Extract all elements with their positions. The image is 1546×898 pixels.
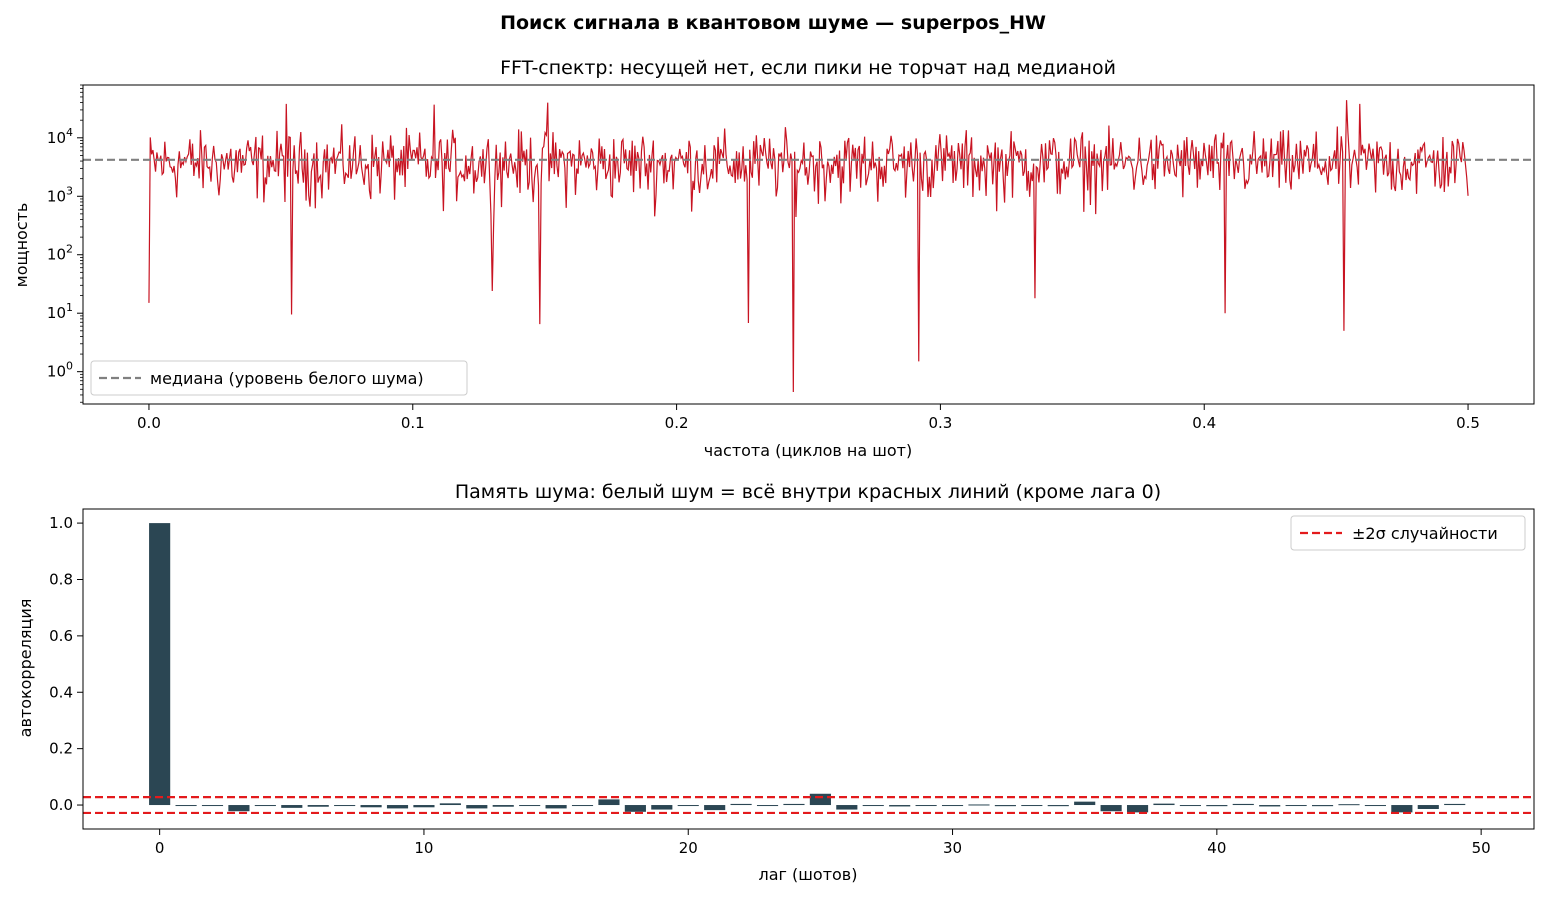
acf-x-ticks: 0 10 20 30 40 50	[155, 829, 1491, 857]
fft-x-tick-label: 0.1	[401, 414, 425, 432]
fft-x-tick-label: 0.5	[1456, 414, 1480, 432]
acf-legend-box	[1290, 515, 1526, 551]
acf-x-tick-label: 30	[943, 839, 962, 857]
acf-x-tick-label: 50	[1472, 839, 1491, 857]
acf-bar	[624, 805, 646, 812]
acf-bar	[889, 805, 911, 807]
acf-bar	[1311, 805, 1334, 807]
acf-bar	[439, 803, 461, 806]
acf-bar	[228, 805, 250, 812]
acf-ylabel: автокорреляция	[16, 599, 35, 738]
figure-suptitle: Поиск сигнала в квантовом шуме — superpo…	[500, 12, 1046, 34]
fft-plot-area	[83, 100, 1534, 392]
acf-bar	[1259, 805, 1281, 807]
acf-bar	[1338, 804, 1360, 806]
acf-y-tick-label: 0.6	[49, 627, 73, 645]
acf-bar	[809, 793, 831, 806]
fft-y-tick-label: 101	[47, 301, 73, 322]
acf-bar	[1100, 805, 1122, 812]
acf-bar	[307, 805, 329, 807]
fft-ylabel: мощность	[12, 203, 31, 288]
acf-bar	[281, 805, 303, 808]
acf-bar	[1206, 805, 1228, 807]
acf-y-tick-label: 0.4	[49, 683, 73, 701]
fft-axes-frame	[82, 84, 1535, 405]
acf-bar	[1285, 805, 1307, 807]
acf-bar	[941, 805, 964, 807]
acf-xlabel: лаг (шотов)	[759, 865, 858, 884]
acf-bar	[836, 805, 858, 810]
acf-bar	[704, 805, 726, 811]
fft-x-tick-label: 0.3	[928, 414, 952, 432]
fft-x-ticks: 0.0 0.1 0.2 0.3 0.4 0.5	[137, 404, 1480, 432]
acf-bar	[175, 805, 197, 807]
acf-bar	[1021, 805, 1043, 807]
acf-bar	[1232, 803, 1254, 806]
acf-bar	[1417, 805, 1439, 809]
acf-bar	[149, 523, 171, 806]
acf-bar	[545, 805, 567, 809]
fft-panel: FFT-спектр: несущей нет, если пики не то…	[12, 57, 1535, 460]
fft-title: FFT-спектр: несущей нет, если пики не то…	[500, 57, 1116, 79]
acf-bar	[492, 805, 514, 807]
acf-bar	[756, 805, 779, 807]
acf-y-ticks: 0.0 0.2 0.4 0.6 0.8 1.0	[49, 514, 83, 814]
acf-bar	[201, 805, 224, 807]
fft-y-tick-label: 102	[47, 243, 73, 264]
acf-x-tick-label: 20	[679, 839, 698, 857]
acf-bar	[386, 805, 409, 809]
acf-bar	[1153, 803, 1175, 806]
acf-bar	[994, 805, 1016, 807]
fft-y-tick-label: 100	[47, 360, 73, 381]
acf-bar	[730, 803, 752, 806]
acf-bar	[598, 799, 620, 806]
fft-x-tick-label: 0.2	[665, 414, 689, 432]
acf-axes-frame	[82, 508, 1535, 830]
acf-bar	[571, 805, 594, 807]
acf-bar	[466, 805, 488, 809]
fft-legend-box	[90, 360, 468, 396]
acf-plot-area	[83, 523, 1534, 815]
acf-legend-sigma-label: ±2σ случайности	[1352, 524, 1498, 543]
acf-bar	[334, 805, 356, 807]
acf-y-tick-label: 0.0	[49, 796, 73, 814]
acf-x-tick-label: 10	[414, 839, 433, 857]
acf-bar	[1364, 805, 1386, 807]
fft-x-tick-label: 0.4	[1192, 414, 1216, 432]
acf-bar	[413, 805, 435, 808]
acf-y-tick-label: 1.0	[49, 514, 73, 532]
acf-bar	[651, 805, 673, 810]
acf-bar	[519, 805, 541, 807]
acf-bar	[1126, 805, 1149, 813]
acf-bar	[254, 805, 276, 807]
acf-y-tick-label: 0.2	[49, 740, 73, 758]
fft-legend-median-label: медиана (уровень белого шума)	[150, 369, 424, 388]
acf-bar	[1444, 803, 1466, 806]
acf-bar	[1074, 801, 1096, 806]
acf-bar	[677, 805, 699, 807]
acf-bar	[1179, 805, 1201, 807]
fft-xlabel: частота (циклов на шот)	[704, 441, 912, 460]
acf-bar	[783, 803, 805, 806]
acf-y-tick-label: 0.8	[49, 570, 73, 588]
acf-x-tick-label: 40	[1207, 839, 1226, 857]
fft-spectrum-line	[148, 100, 1469, 392]
acf-panel: Память шума: белый шум = всё внутри крас…	[16, 481, 1535, 884]
acf-bar	[1047, 805, 1069, 807]
fft-x-tick-label: 0.0	[137, 414, 161, 432]
fft-y-tick-label: 103	[47, 184, 73, 205]
fft-y-tick-label: 104	[47, 126, 73, 147]
acf-bar	[1391, 805, 1413, 813]
fft-y-ticks: 100 101 102 103 104	[47, 84, 83, 403]
acf-bar	[968, 804, 990, 806]
acf-bar	[915, 805, 937, 807]
acf-title: Память шума: белый шум = всё внутри крас…	[455, 481, 1161, 503]
acf-bar	[862, 805, 884, 807]
acf-legend: ±2σ случайности	[1290, 515, 1526, 551]
fft-legend: медиана (уровень белого шума)	[90, 360, 468, 396]
acf-x-tick-label: 0	[155, 839, 165, 857]
acf-bar	[360, 805, 382, 808]
